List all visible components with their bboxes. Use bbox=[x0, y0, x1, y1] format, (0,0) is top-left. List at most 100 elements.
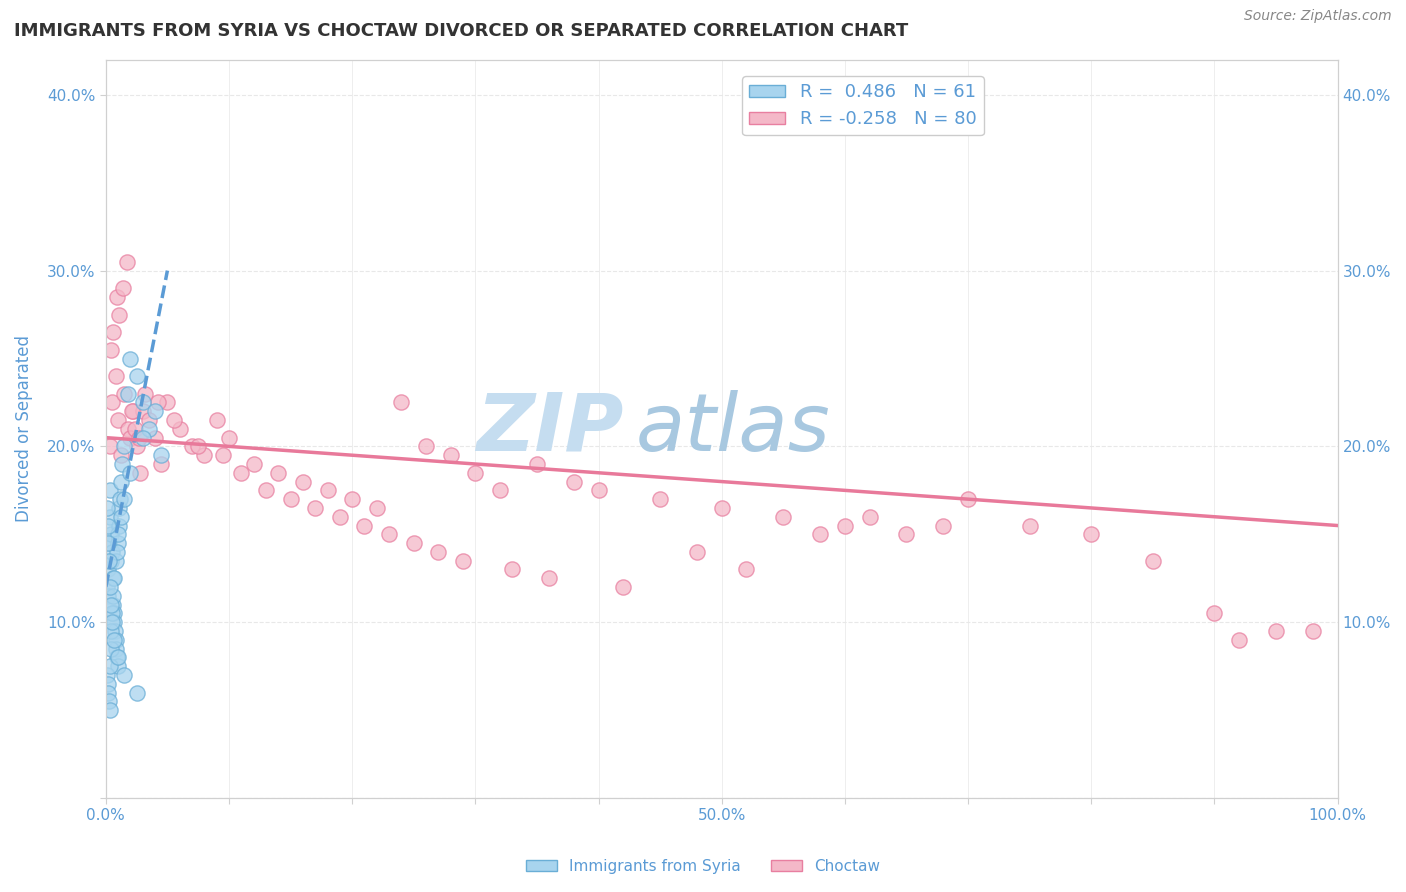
Point bbox=[97, 536, 120, 550]
Point bbox=[98, 483, 121, 498]
Point bbox=[105, 290, 128, 304]
Point bbox=[101, 571, 124, 585]
Point bbox=[112, 386, 135, 401]
Point bbox=[489, 483, 512, 498]
Point bbox=[187, 439, 209, 453]
Point bbox=[108, 308, 131, 322]
Point bbox=[538, 571, 561, 585]
Point bbox=[267, 466, 290, 480]
Point bbox=[1227, 632, 1250, 647]
Point bbox=[108, 500, 131, 515]
Point bbox=[98, 703, 121, 717]
Point bbox=[415, 439, 437, 453]
Point bbox=[150, 448, 173, 462]
Point bbox=[97, 677, 120, 691]
Point bbox=[353, 518, 375, 533]
Point bbox=[440, 448, 463, 462]
Point bbox=[107, 650, 129, 665]
Point bbox=[957, 492, 980, 507]
Point bbox=[316, 483, 339, 498]
Point bbox=[132, 431, 155, 445]
Text: ZIP: ZIP bbox=[475, 390, 623, 467]
Point bbox=[117, 386, 139, 401]
Point bbox=[291, 475, 314, 489]
Point bbox=[111, 457, 134, 471]
Legend: Immigrants from Syria, Choctaw: Immigrants from Syria, Choctaw bbox=[520, 853, 886, 880]
Point bbox=[193, 448, 215, 462]
Point bbox=[402, 536, 425, 550]
Point bbox=[103, 615, 125, 630]
Point bbox=[125, 369, 148, 384]
Point bbox=[105, 641, 128, 656]
Point bbox=[122, 404, 145, 418]
Point bbox=[104, 624, 127, 638]
Point bbox=[366, 500, 388, 515]
Point bbox=[115, 254, 138, 268]
Point bbox=[103, 589, 125, 603]
Point bbox=[117, 422, 139, 436]
Point bbox=[103, 571, 125, 585]
Point bbox=[304, 500, 326, 515]
Point bbox=[98, 509, 121, 524]
Point bbox=[169, 422, 191, 436]
Point bbox=[132, 404, 155, 418]
Point bbox=[858, 509, 880, 524]
Point bbox=[128, 431, 150, 445]
Point bbox=[125, 685, 148, 699]
Legend: R =  0.486   N = 61, R = -0.258   N = 80: R = 0.486 N = 61, R = -0.258 N = 80 bbox=[742, 76, 984, 136]
Point bbox=[526, 457, 548, 471]
Point bbox=[98, 439, 121, 453]
Point bbox=[100, 554, 122, 568]
Point bbox=[110, 448, 132, 462]
Y-axis label: Divorced or Separated: Divorced or Separated bbox=[15, 335, 32, 523]
Point bbox=[97, 694, 120, 708]
Point bbox=[103, 607, 125, 621]
Point bbox=[96, 668, 118, 682]
Point bbox=[138, 422, 160, 436]
Point bbox=[464, 466, 486, 480]
Point bbox=[134, 386, 156, 401]
Point bbox=[104, 369, 127, 384]
Point bbox=[104, 554, 127, 568]
Point bbox=[107, 518, 129, 533]
Point bbox=[100, 624, 122, 638]
Point bbox=[231, 466, 253, 480]
Point bbox=[97, 536, 120, 550]
Point bbox=[1142, 554, 1164, 568]
Point bbox=[101, 615, 124, 630]
Point bbox=[181, 439, 204, 453]
Point bbox=[125, 439, 148, 453]
Point bbox=[143, 431, 166, 445]
Point bbox=[108, 492, 131, 507]
Point bbox=[1018, 518, 1040, 533]
Point bbox=[1080, 527, 1102, 541]
Point bbox=[110, 475, 132, 489]
Point bbox=[112, 281, 135, 295]
Point bbox=[107, 413, 129, 427]
Point bbox=[501, 562, 523, 576]
Point bbox=[156, 395, 179, 409]
Point bbox=[143, 404, 166, 418]
Point bbox=[588, 483, 610, 498]
Point bbox=[107, 659, 129, 673]
Point bbox=[218, 431, 240, 445]
Point bbox=[329, 509, 352, 524]
Point bbox=[150, 457, 173, 471]
Point bbox=[772, 509, 794, 524]
Point bbox=[96, 500, 118, 515]
Point bbox=[120, 466, 142, 480]
Point bbox=[562, 475, 585, 489]
Point bbox=[100, 598, 122, 612]
Point bbox=[96, 580, 118, 594]
Point bbox=[129, 466, 152, 480]
Point bbox=[735, 562, 758, 576]
Point bbox=[1204, 607, 1226, 621]
Point bbox=[105, 650, 128, 665]
Point bbox=[120, 351, 142, 366]
Point bbox=[98, 659, 121, 673]
Point bbox=[101, 545, 124, 559]
Point bbox=[97, 518, 120, 533]
Text: atlas: atlas bbox=[636, 390, 831, 467]
Text: Source: ZipAtlas.com: Source: ZipAtlas.com bbox=[1244, 9, 1392, 23]
Point bbox=[121, 404, 143, 418]
